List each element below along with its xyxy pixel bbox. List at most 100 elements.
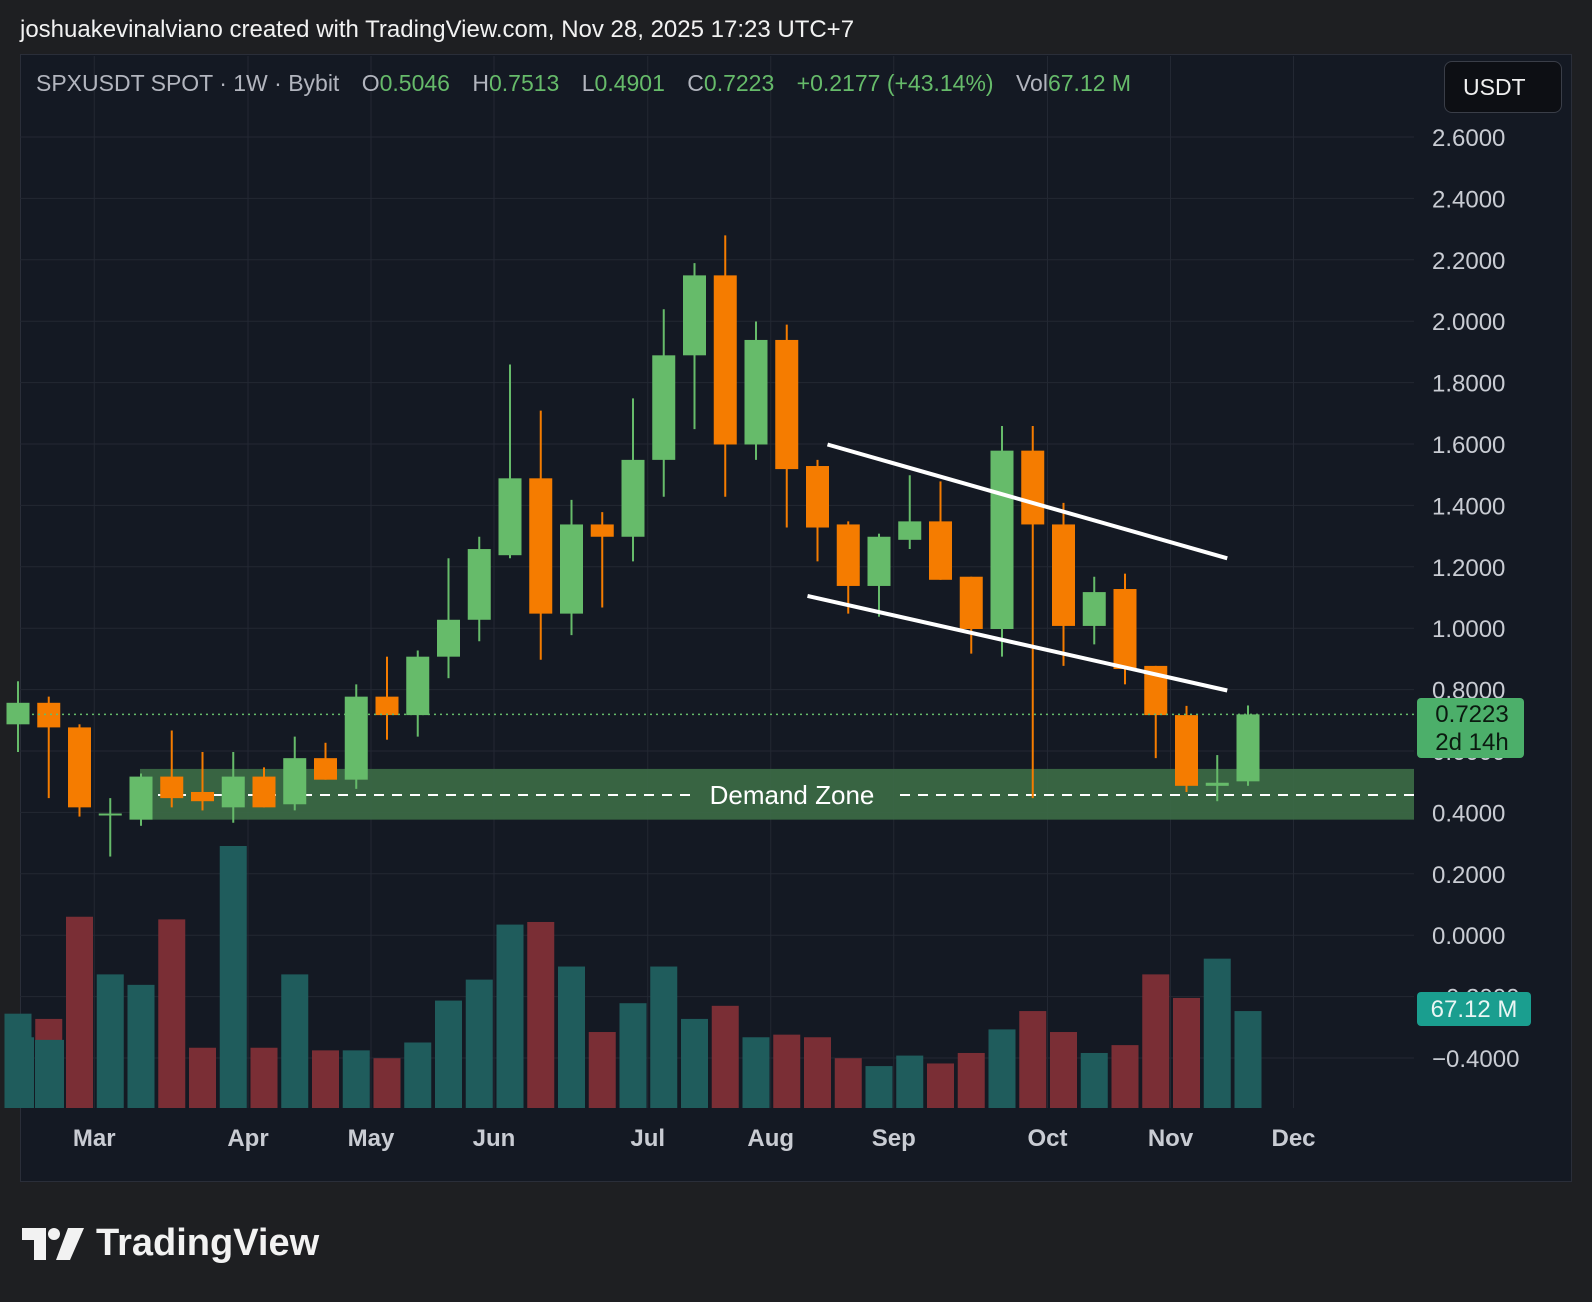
volume-bar [35, 1039, 64, 1108]
candle-body [283, 758, 307, 805]
month-tick-label: Apr [227, 1125, 268, 1152]
volume-bar [1203, 958, 1231, 1108]
candle-body [1113, 589, 1137, 669]
price-tick-label: 0.4000 [1432, 800, 1505, 827]
candle-body [683, 275, 706, 356]
price-tick-label: 1.6000 [1432, 432, 1505, 459]
month-tick-label: Mar [73, 1125, 116, 1152]
price-tick-label: 2.0000 [1432, 309, 1505, 336]
candle-body [375, 696, 399, 716]
volume-bar [804, 1037, 831, 1108]
candle-body [129, 776, 153, 820]
candle-body [1175, 715, 1198, 786]
volume-bar [1080, 1052, 1108, 1108]
volume-bar [158, 919, 186, 1108]
candle-body [744, 339, 768, 445]
volume-bar [189, 1047, 216, 1108]
price-tick-label: 1.4000 [1432, 493, 1505, 520]
month-tick-label: Jun [473, 1125, 516, 1152]
volume-bar [127, 984, 155, 1108]
price-tick-label: 1.0000 [1432, 616, 1505, 643]
volume-bar [681, 1018, 708, 1108]
candle-body [990, 450, 1014, 629]
volume-bar [527, 921, 555, 1108]
volume-bar [742, 1037, 770, 1108]
candle-body [98, 813, 122, 816]
volume-bar [281, 974, 309, 1108]
close-label: C [687, 70, 704, 96]
candle-body [898, 521, 922, 540]
candle-body [406, 656, 430, 716]
candle-body [191, 791, 214, 802]
volume-bar [988, 1029, 1016, 1108]
volume-label: Vol [1015, 70, 1048, 96]
volume-bar [96, 974, 124, 1108]
candle-body [252, 776, 276, 808]
volume-bar [773, 1034, 801, 1108]
month-tick-label: Aug [747, 1125, 794, 1152]
candles [6, 235, 1260, 857]
volume-bar [404, 1042, 432, 1108]
chart-panel[interactable] [20, 54, 1572, 1182]
currency-button[interactable]: USDT [1444, 61, 1562, 113]
volume-bar [896, 1055, 924, 1108]
volume-bar [373, 1058, 401, 1108]
price-tick-label: 1.8000 [1432, 371, 1505, 398]
demand-zone-label: Demand Zone [710, 780, 875, 810]
channel-upper-line [826, 442, 1228, 561]
current-price-badge-text: 0.7223 [1435, 701, 1508, 728]
candle-body [836, 524, 860, 586]
symbol-label[interactable]: SPXUSDT SPOT · 1W · Bybit [36, 70, 340, 96]
volume-bar [957, 1052, 985, 1108]
price-tick-label: 0.2000 [1432, 862, 1505, 889]
low-value: 0.4901 [594, 70, 665, 96]
month-tick-label: Oct [1027, 1125, 1067, 1152]
candle-body [590, 524, 614, 537]
candle-body [560, 524, 583, 614]
time-axis[interactable]: Mar Apr May Jun Jul Aug Sep Oct Nov Dec [73, 1125, 1316, 1152]
candle-body [1236, 714, 1260, 782]
month-tick-label: Dec [1271, 1125, 1315, 1152]
candle-body [344, 696, 368, 780]
volume-bar [927, 1063, 954, 1108]
volume-bar [20, 1037, 34, 1108]
price-tick-label: 2.4000 [1432, 186, 1505, 213]
candle-body [37, 702, 61, 728]
volume-bar [1111, 1045, 1139, 1108]
ohlc-legend: SPXUSDT SPOT · 1W · Bybit O0.5046 H0.751… [36, 70, 1131, 97]
tradingview-logo: TradingView [22, 1222, 319, 1265]
volume-bar [711, 1005, 739, 1108]
volume-bar [1173, 997, 1200, 1108]
volume-bar [312, 1050, 339, 1108]
candle-body [806, 466, 829, 528]
candle-body [713, 275, 737, 445]
volume-badge-text: 67.12 M [1431, 996, 1518, 1023]
price-tick-label: −0.4000 [1432, 1046, 1519, 1073]
volume-bar [342, 1050, 370, 1108]
month-tick-label: Nov [1148, 1125, 1194, 1152]
volume-bar [1142, 974, 1170, 1108]
volume-bar [619, 1003, 647, 1108]
candle-body [314, 758, 337, 780]
high-label: H [472, 70, 489, 96]
candle-body [1144, 665, 1168, 716]
attribution-text: joshuakevinalviano created with TradingV… [20, 16, 855, 43]
volume-bar [865, 1066, 893, 1108]
volume-bar [1234, 1011, 1262, 1108]
candle-body [160, 776, 184, 799]
volume-bar [66, 916, 93, 1108]
current-price-badge [1417, 698, 1524, 758]
close-value: 0.7223 [703, 70, 775, 96]
candle-body [1082, 592, 1106, 626]
change-value: +0.2177 (+43.14%) [796, 70, 994, 96]
volume-bar [250, 1047, 278, 1108]
price-tick-label: 2.2000 [1432, 248, 1505, 275]
low-label: L [581, 70, 595, 96]
candle-body [6, 702, 30, 725]
volume-bar [465, 979, 493, 1108]
price-axis[interactable]: 2.6000 2.4000 2.2000 2.0000 1.8000 1.6000 1.40… [1432, 125, 1519, 1073]
month-tick-label: Sep [872, 1125, 916, 1152]
candle-body [929, 521, 952, 580]
volume-bar [1019, 1011, 1047, 1108]
